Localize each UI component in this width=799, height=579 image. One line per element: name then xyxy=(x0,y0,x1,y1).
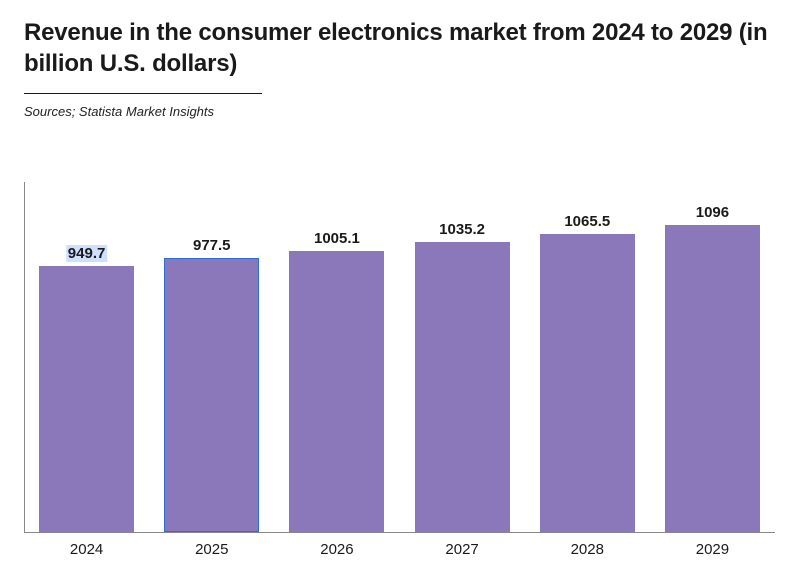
title-underline xyxy=(24,93,262,94)
bar-slot: 977.5 xyxy=(149,182,274,532)
x-axis-label: 2026 xyxy=(274,537,399,561)
bar: 1065.5 xyxy=(540,234,635,532)
bar-value-label: 1096 xyxy=(696,204,729,221)
bar-slot: 1035.2 xyxy=(400,182,525,532)
bar-slot: 1096 xyxy=(650,182,775,532)
bar-value-label: 1005.1 xyxy=(314,230,360,247)
x-axis-label: 2025 xyxy=(149,537,274,561)
bar: 1035.2 xyxy=(415,242,510,532)
x-axis-label: 2029 xyxy=(650,537,775,561)
bar-value-label: 977.5 xyxy=(193,237,231,254)
bar: 977.5 xyxy=(164,258,259,532)
bar-value-label: 949.7 xyxy=(66,245,108,262)
chart-source: Sources; Statista Market Insights xyxy=(24,104,775,119)
bar-slot: 1005.1 xyxy=(274,182,399,532)
x-axis-labels: 202420252026202720282029 xyxy=(24,537,775,561)
bar: 1096 xyxy=(665,225,760,532)
chart-title: Revenue in the consumer electronics mark… xyxy=(24,18,775,79)
x-axis-label: 2027 xyxy=(400,537,525,561)
bar-slot: 949.7 xyxy=(24,182,149,532)
plot-area: 949.7 977.5 1005.1 1035.2 1065.5 1096 xyxy=(24,182,775,533)
bar-value-label: 1065.5 xyxy=(564,213,610,230)
x-axis-label: 2028 xyxy=(525,537,650,561)
bar: 949.7 xyxy=(39,266,134,532)
bar-slot: 1065.5 xyxy=(525,182,650,532)
bar: 1005.1 xyxy=(289,251,384,532)
bar-value-label: 1035.2 xyxy=(439,221,485,238)
bar-chart: 949.7977.51005.11035.21065.51096 2024202… xyxy=(24,160,775,561)
x-axis-label: 2024 xyxy=(24,537,149,561)
